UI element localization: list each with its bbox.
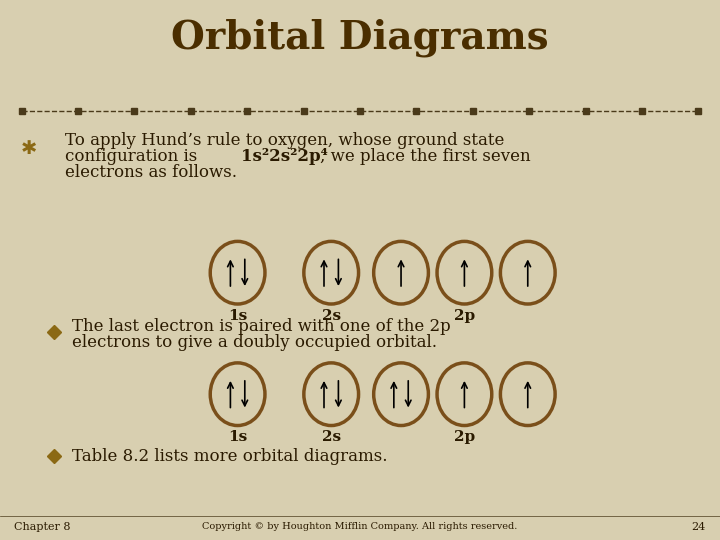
Text: 2p: 2p — [454, 430, 475, 444]
Text: 24: 24 — [691, 522, 706, 531]
Text: 1s: 1s — [228, 430, 247, 444]
Text: 1s²2s²2p⁴: 1s²2s²2p⁴ — [241, 148, 328, 165]
Text: electrons to give a doubly occupied orbital.: electrons to give a doubly occupied orbi… — [72, 334, 437, 352]
Text: Copyright © by Houghton Mifflin Company. All rights reserved.: Copyright © by Houghton Mifflin Company.… — [202, 522, 518, 531]
Text: 2s: 2s — [322, 430, 341, 444]
Text: 2p: 2p — [454, 309, 475, 323]
Text: Orbital Diagrams: Orbital Diagrams — [171, 18, 549, 57]
Text: Chapter 8: Chapter 8 — [14, 522, 71, 531]
Text: 2s: 2s — [322, 309, 341, 323]
Text: 1s: 1s — [228, 309, 247, 323]
Text: The last electron is paired with one of the 2p: The last electron is paired with one of … — [72, 318, 451, 335]
Text: electrons as follows.: electrons as follows. — [65, 164, 237, 181]
Text: ✱: ✱ — [21, 139, 37, 158]
Text: To apply Hund’s rule to oxygen, whose ground state: To apply Hund’s rule to oxygen, whose gr… — [65, 132, 504, 149]
Text: Table 8.2 lists more orbital diagrams.: Table 8.2 lists more orbital diagrams. — [72, 448, 387, 465]
Text: , we place the first seven: , we place the first seven — [320, 148, 531, 165]
Text: configuration is: configuration is — [65, 148, 202, 165]
